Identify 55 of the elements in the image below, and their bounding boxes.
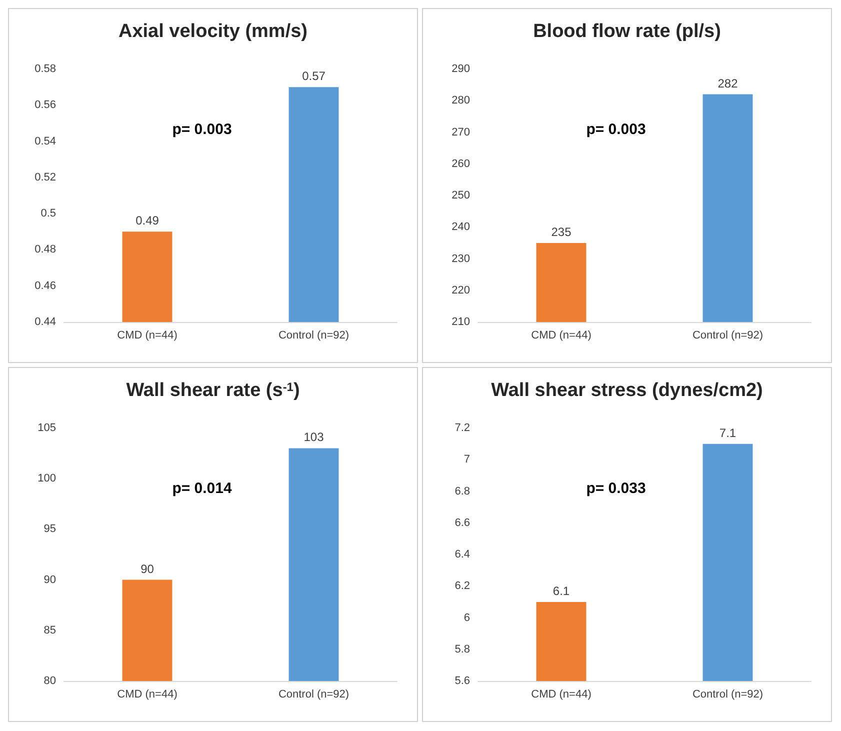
y-tick-label: 250 (452, 190, 470, 202)
y-tick-label: 0.56 (34, 99, 56, 112)
y-tick-label: 0.46 (34, 280, 56, 292)
y-tick-label: 280 (452, 94, 470, 107)
y-tick-label: 95 (44, 523, 56, 536)
y-tick-label: 7.2 (454, 422, 470, 434)
y-tick-label: 270 (452, 126, 470, 138)
y-tick-label: 0.52 (34, 171, 56, 184)
y-tick-label: 0.44 (34, 316, 56, 328)
y-tick-label: 260 (452, 158, 470, 170)
y-tick-label: 0.5 (40, 208, 56, 220)
data-label: 7.1 (719, 426, 736, 440)
y-tick-label: 0.58 (34, 63, 56, 75)
data-label: 90 (140, 562, 154, 576)
annotation: p= 0.014 (172, 480, 232, 497)
y-tick-label: 240 (452, 221, 470, 234)
annotation: p= 0.003 (586, 120, 646, 138)
y-tick-label: 220 (452, 284, 470, 296)
annotation: p= 0.033 (586, 480, 646, 497)
x-tick-label: CMD (n=44) (531, 330, 592, 342)
y-tick-label: 100 (38, 472, 56, 485)
x-tick-label: Control (n=92) (692, 688, 764, 700)
chart-title: Blood flow rate (pl/s) (533, 21, 721, 42)
y-tick-label: 85 (44, 624, 56, 636)
y-tick-label: 0.54 (34, 135, 56, 148)
chart-title: Axial velocity (mm/s) (118, 21, 308, 42)
y-tick-label: 6.8 (454, 485, 470, 498)
y-tick-label: 5.8 (454, 643, 470, 656)
y-tick-label: 210 (452, 316, 470, 328)
y-tick-label: 80 (44, 675, 56, 687)
x-tick-label: CMD (n=44) (117, 688, 178, 700)
data-label: 103 (304, 430, 324, 444)
x-tick-label: Control (n=92) (278, 688, 350, 700)
x-tick-label: Control (n=92) (692, 330, 764, 342)
data-label: 235 (551, 224, 572, 239)
y-tick-label: 230 (452, 252, 470, 265)
y-tick-label: 6.6 (454, 516, 470, 529)
data-label: 0.49 (136, 214, 160, 228)
x-tick-label: Control (n=92) (278, 330, 350, 342)
y-tick-label: 90 (44, 574, 56, 586)
x-tick-label: CMD (n=44) (117, 330, 178, 342)
data-label: 6.1 (552, 584, 570, 598)
data-label: 282 (718, 76, 738, 90)
y-tick-label: 6.4 (454, 548, 470, 560)
y-tick-label: 290 (452, 63, 470, 75)
x-tick-label: CMD (n=44) (531, 688, 592, 700)
y-tick-label: 7 (464, 454, 470, 466)
y-tick-label: 6 (464, 612, 470, 624)
data-label: 0.57 (302, 69, 326, 84)
y-tick-label: 105 (38, 422, 56, 434)
annotation: p= 0.003 (172, 120, 232, 138)
y-tick-label: 0.48 (34, 244, 56, 256)
chart-title: Wall shear stress (dynes/cm2) (491, 380, 763, 401)
y-tick-label: 6.2 (454, 580, 470, 592)
y-tick-label: 5.6 (454, 675, 470, 687)
